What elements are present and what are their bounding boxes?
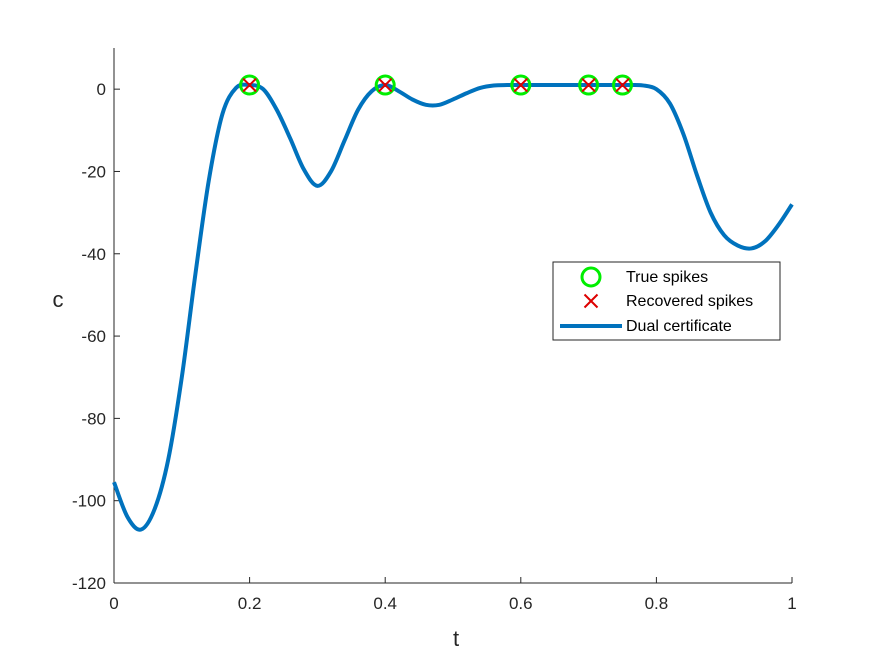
x-axis-label: t xyxy=(453,626,459,651)
true-spike-marker xyxy=(239,74,261,96)
y-tick-label: -120 xyxy=(72,574,106,593)
legend-recovered-spikes-label: Recovered spikes xyxy=(626,293,753,310)
true-spike-marker xyxy=(510,74,532,96)
y-tick-label: -40 xyxy=(81,245,106,264)
y-tick-label: -100 xyxy=(72,492,106,511)
true-spike-marker xyxy=(612,74,633,96)
x-tick-label: 0.4 xyxy=(373,594,397,613)
axes: 0 0.2 0.4 0.6 0.8 1 0 -20 -40 -60 -80 -100 -120 t c xyxy=(53,48,797,651)
x-tick-label: 1 xyxy=(787,594,796,613)
legend-dual-certificate-label: Dual certificate xyxy=(626,318,732,335)
x-tick-label: 0.2 xyxy=(238,594,262,613)
legend: True spikes Recovered spikes Dual certific… xyxy=(552,261,781,341)
plot-area xyxy=(112,74,794,532)
legend-true-spikes-label: True spikes xyxy=(626,269,708,286)
legend-true-spikes-symbol xyxy=(580,266,602,288)
y-tick-label: -60 xyxy=(81,327,106,346)
dual-certificate-line xyxy=(112,82,794,532)
y-tick-label: -80 xyxy=(81,409,106,428)
x-tick-label: 0.8 xyxy=(645,594,669,613)
legend-recovered-spikes-symbol xyxy=(583,293,599,309)
y-tick-label: -20 xyxy=(81,162,106,181)
recovered-spike-marker xyxy=(581,77,596,93)
recovered-spike-marker xyxy=(513,77,529,93)
y-tick-label: 0 xyxy=(97,80,106,99)
x-tick-label: 0.6 xyxy=(509,594,533,613)
x-tick-label: 0 xyxy=(109,594,118,613)
recovered-spike-marker xyxy=(242,77,257,93)
y-axis-label: c xyxy=(53,287,64,312)
true-spike-marker xyxy=(578,74,600,96)
true-spike-marker xyxy=(374,74,396,96)
recovered-spike-marker xyxy=(377,77,393,93)
recovered-spike-marker xyxy=(615,77,630,93)
